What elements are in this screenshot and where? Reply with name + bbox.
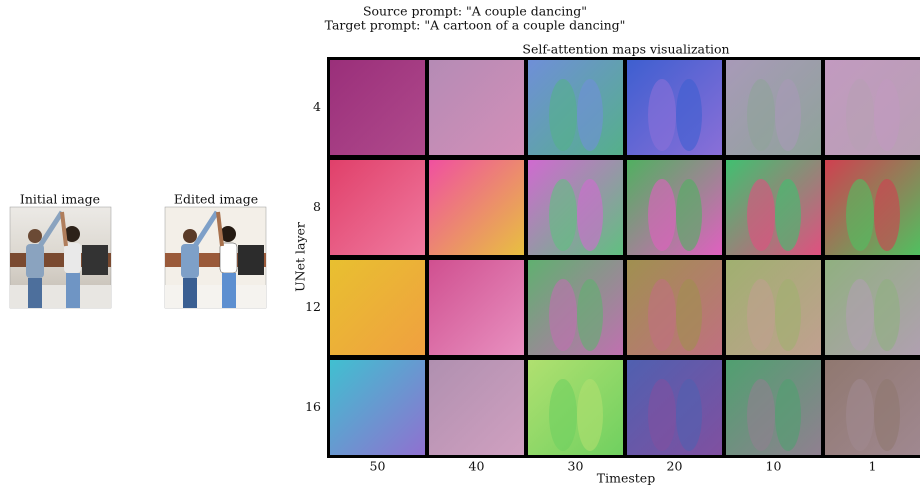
attention-figure [549, 179, 577, 251]
attention-figure [577, 79, 603, 151]
image-label: Edited image [174, 192, 258, 207]
attention-figure [874, 279, 900, 351]
attention-figure [676, 179, 702, 251]
attention-figure [846, 79, 874, 151]
x-axis-label: Timestep [597, 471, 655, 486]
attention-map [429, 360, 524, 455]
attention-figure [549, 379, 577, 451]
attention-map [330, 260, 425, 355]
column-label: 30 [568, 459, 584, 474]
attention-map [330, 360, 425, 455]
column-label: 10 [766, 459, 782, 474]
attention-map [429, 60, 524, 155]
column-label: 1 [869, 459, 877, 474]
attention-figure [549, 279, 577, 351]
attention-figure [648, 179, 676, 251]
row-label: 4 [313, 99, 321, 114]
attention-figure [874, 179, 900, 251]
attention-figure [676, 279, 702, 351]
target-prompt: Target prompt: "A cartoon of a couple da… [325, 18, 626, 33]
attention-figure [648, 379, 676, 451]
attention-figure [577, 179, 603, 251]
attention-figure [846, 379, 874, 451]
image-label: Initial image [20, 192, 100, 207]
attention-map [429, 260, 524, 355]
column-label: 20 [667, 459, 683, 474]
attention-figure [775, 179, 801, 251]
attention-figure [874, 79, 900, 151]
attention-figure [676, 79, 702, 151]
attention-map [330, 160, 425, 255]
attention-figure [747, 379, 775, 451]
attention-figure [775, 79, 801, 151]
attention-figure [577, 279, 603, 351]
attention-map [429, 160, 524, 255]
row-label: 12 [305, 299, 321, 314]
edited-image [164, 206, 267, 309]
y-axis-label: UNet layer [293, 222, 308, 292]
row-label: 8 [313, 199, 321, 214]
grid-title: Self-attention maps visualization [522, 42, 729, 57]
attention-figure [747, 279, 775, 351]
grid-frame [327, 57, 920, 458]
attention-figure [775, 279, 801, 351]
attention-figure [648, 279, 676, 351]
attention-figure [874, 379, 900, 451]
initial-image [9, 206, 112, 309]
attention-figure [846, 279, 874, 351]
attention-map [330, 60, 425, 155]
attention-figure [775, 379, 801, 451]
attention-figure [577, 379, 603, 451]
attention-figure [747, 79, 775, 151]
attention-figure [549, 79, 577, 151]
attention-grid [330, 60, 920, 455]
source-prompt: Source prompt: "A couple dancing" [363, 4, 587, 19]
column-label: 40 [469, 459, 485, 474]
attention-figure [747, 179, 775, 251]
row-label: 16 [305, 399, 321, 414]
attention-figure [648, 79, 676, 151]
attention-figure [676, 379, 702, 451]
column-label: 50 [370, 459, 386, 474]
attention-figure [846, 179, 874, 251]
